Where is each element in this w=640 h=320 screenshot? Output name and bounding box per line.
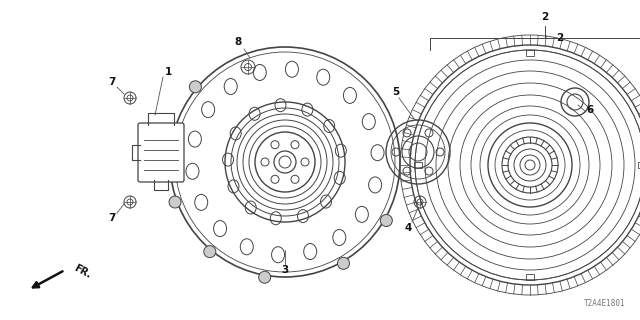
- Text: 1: 1: [164, 67, 172, 77]
- Text: 4: 4: [404, 223, 412, 233]
- Circle shape: [164, 136, 176, 148]
- Bar: [526, 50, 534, 56]
- Text: FR.: FR.: [72, 263, 93, 281]
- Circle shape: [169, 196, 181, 208]
- Bar: [414, 162, 422, 168]
- Text: 6: 6: [586, 105, 594, 115]
- Circle shape: [189, 81, 202, 93]
- Text: 2: 2: [541, 12, 548, 22]
- Text: T2A4E1801: T2A4E1801: [584, 299, 625, 308]
- Text: 2: 2: [556, 33, 564, 43]
- Circle shape: [259, 271, 271, 283]
- Circle shape: [380, 214, 392, 227]
- Circle shape: [204, 246, 216, 258]
- Circle shape: [337, 257, 349, 269]
- Text: 5: 5: [392, 87, 399, 97]
- Bar: [526, 274, 534, 280]
- Text: 3: 3: [282, 265, 289, 275]
- Bar: [638, 162, 640, 168]
- Text: 8: 8: [234, 37, 242, 47]
- Text: 7: 7: [108, 77, 116, 87]
- FancyBboxPatch shape: [138, 123, 184, 182]
- Text: 7: 7: [108, 213, 116, 223]
